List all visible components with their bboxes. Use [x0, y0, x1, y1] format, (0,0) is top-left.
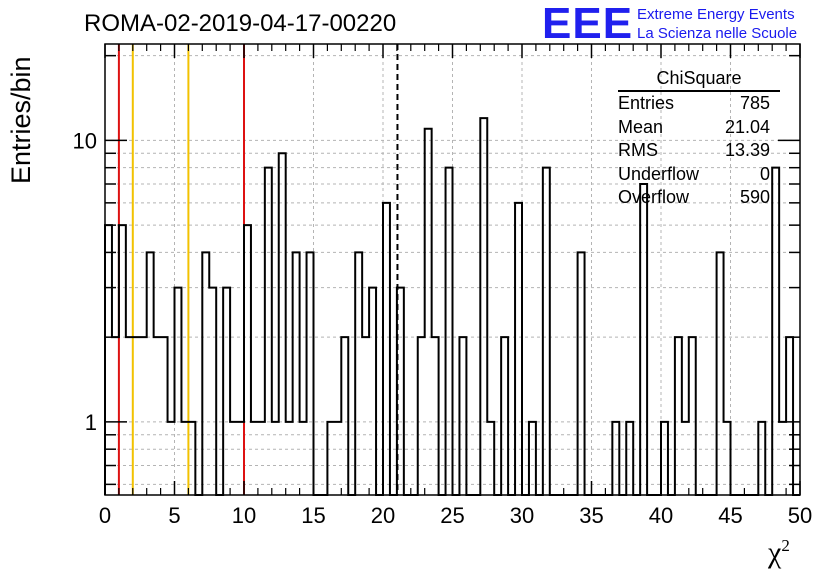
logo-text: Extreme Energy Events La Scienza nelle S…: [637, 5, 797, 43]
logo-mark: EEE: [542, 0, 634, 48]
eee-logo: EEE Extreme Energy Events La Scienza nel…: [542, 0, 797, 48]
logo-line-1: Extreme Energy Events: [637, 6, 795, 23]
y-tick-label: 10: [73, 128, 97, 153]
y-tick-label: 1: [85, 410, 97, 435]
x-tick-label: 20: [371, 503, 395, 528]
stats-value: 0: [759, 163, 770, 184]
x-axis-label: χ2: [768, 536, 790, 570]
stats-label: Mean: [618, 116, 664, 137]
x-tick-label: 30: [510, 503, 534, 528]
chart-title: ROMA-02-2019-04-17-00220: [84, 10, 397, 37]
stats-row-rms: RMS 13.39: [612, 139, 780, 163]
x-tick-label: 5: [168, 503, 180, 528]
stats-row-mean: Mean 21.04: [612, 116, 780, 140]
x-tick-label: 25: [440, 503, 464, 528]
x-tick-label: 50: [788, 503, 812, 528]
logo-line-2: La Scienza nelle Scuole: [637, 25, 798, 42]
stats-value: 590: [739, 187, 770, 207]
x-tick-label: 40: [649, 503, 673, 528]
stats-label: Underflow: [618, 163, 700, 184]
x-tick-label: 45: [718, 503, 742, 528]
x-tick-label: 35: [579, 503, 603, 528]
stats-row-entries: Entries 785: [612, 92, 780, 116]
stats-row-overflow: Overflow 590: [612, 186, 780, 210]
x-axis-label-superscript: 2: [781, 536, 790, 555]
x-tick-label: 0: [99, 503, 111, 528]
x-tick-label: 15: [301, 503, 325, 528]
stats-value: 13.39: [724, 140, 770, 160]
stats-label: RMS: [618, 140, 658, 160]
stats-title: ChiSquare: [618, 66, 780, 92]
y-axis-label: Entries/bin: [6, 56, 36, 184]
stats-label: Entries: [618, 93, 675, 113]
x-tick-label: 10: [232, 503, 256, 528]
x-axis-label-base: χ: [768, 536, 782, 569]
stats-box: ChiSquare Entries 785 Mean 21.04 RMS 13.39 …: [612, 66, 780, 210]
stats-value: 785: [739, 93, 770, 113]
stats-row-underflow: Underflow 0: [612, 163, 780, 187]
stats-label: Overflow: [618, 187, 690, 207]
stats-value: 21.04: [724, 116, 770, 137]
